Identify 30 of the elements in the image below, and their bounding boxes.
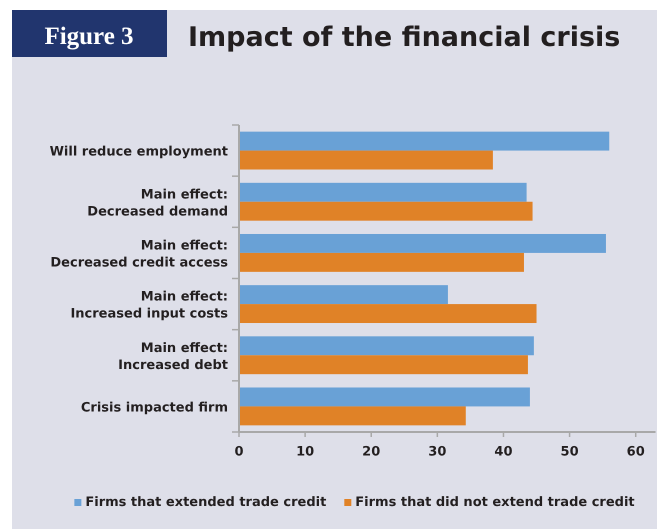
y-tick-label: Will reduce employment — [50, 144, 228, 160]
bar — [239, 285, 448, 304]
y-tick-label: Crisis impacted firm — [80, 400, 228, 416]
bar — [239, 387, 530, 406]
figure-label: Figure 3 — [12, 10, 167, 57]
legend-label: Firms that did not extend trade credit — [355, 495, 635, 510]
chart-title: Impact of the financial crisis — [188, 22, 620, 53]
x-tick-label: 40 — [494, 444, 513, 460]
x-tick-label: 10 — [296, 444, 314, 460]
y-tick-label: Main effect: Decreased demand — [87, 187, 228, 220]
bar — [239, 406, 466, 426]
legend-label: Firms that extended trade credit — [85, 495, 326, 510]
bar — [239, 304, 537, 324]
bar — [239, 202, 533, 221]
y-tick-label: Main effect: Increased input costs — [70, 290, 228, 322]
x-tick-label: 60 — [626, 444, 645, 460]
x-tick-label: 30 — [428, 444, 446, 460]
bar — [239, 355, 528, 374]
y-tick-label: Main effect: Increased debt — [118, 340, 228, 373]
y-tick-label: Main effect: Decreased credit access — [50, 238, 228, 270]
bar — [239, 182, 527, 202]
x-tick-label: 20 — [362, 444, 380, 460]
bar — [239, 336, 534, 356]
bar — [239, 150, 493, 170]
caption: Figure 3 — [44, 23, 134, 50]
bar — [239, 252, 524, 272]
bar — [239, 234, 606, 253]
bar — [239, 132, 610, 151]
x-tick-label: 50 — [560, 444, 579, 460]
x-tick-label: 0 — [234, 444, 244, 460]
